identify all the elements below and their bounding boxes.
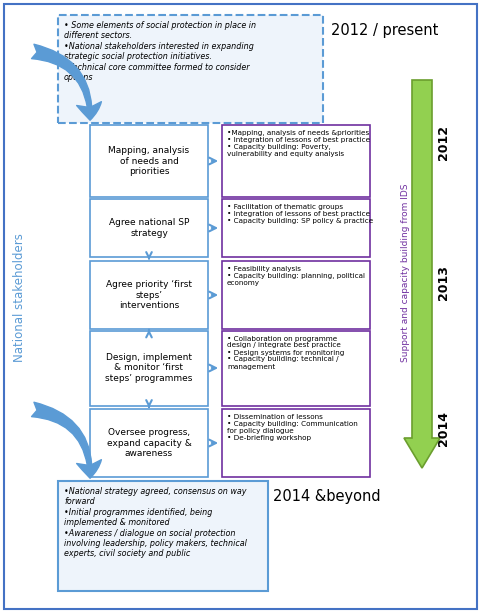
Text: • Feasibility analysis
• Capacity building: planning, political
economy: • Feasibility analysis • Capacity buildi…	[227, 266, 364, 286]
Text: Agree national SP
strategy: Agree national SP strategy	[108, 218, 189, 238]
Bar	[90, 409, 207, 477]
Text: 2014: 2014	[437, 411, 450, 446]
Text: Design, implement
& monitor ‘first
steps’ programmes: Design, implement & monitor ‘first steps…	[105, 353, 192, 383]
Bar	[90, 199, 207, 257]
Text: • Facilitation of thematic groups
• Integration of lessons of best practice
• Ca: • Facilitation of thematic groups • Inte…	[227, 204, 372, 224]
Bar	[222, 199, 369, 257]
Polygon shape	[403, 80, 439, 468]
Text: • Some elements of social protection in place in
different sectors.
•National st: • Some elements of social protection in …	[64, 21, 255, 82]
Text: National stakeholders: National stakeholders	[13, 234, 26, 362]
Text: 2012 / present: 2012 / present	[330, 23, 437, 38]
Text: 2013: 2013	[437, 265, 450, 300]
Bar	[90, 125, 207, 197]
Text: Support and capacity building from IDS: Support and capacity building from IDS	[401, 184, 409, 362]
Bar	[222, 409, 369, 477]
Bar	[90, 330, 207, 406]
Bar	[90, 261, 207, 329]
Text: Mapping, analysis
of needs and
priorities: Mapping, analysis of needs and prioritie…	[108, 146, 189, 176]
Text: •National strategy agreed, consensus on way
forward
•Initial programmes identifi: •National strategy agreed, consensus on …	[64, 487, 246, 558]
Bar	[222, 330, 369, 406]
Bar	[58, 481, 267, 591]
Text: 2014 &beyond: 2014 &beyond	[273, 489, 380, 504]
Bar	[222, 125, 369, 197]
Text: 2012: 2012	[437, 126, 450, 161]
Text: • Dissemination of lessons
• Capacity building: Communication
for policy dialogu: • Dissemination of lessons • Capacity bu…	[227, 414, 357, 441]
Text: • Collaboration on programme
design / integrate best practice
• Design systems f: • Collaboration on programme design / in…	[227, 335, 344, 370]
Text: •Mapping, analysis of needs &priorities
• Integration of lessons of best practic: •Mapping, analysis of needs &priorities …	[227, 130, 369, 157]
Text: Oversee progress,
expand capacity &
awareness: Oversee progress, expand capacity & awar…	[107, 428, 191, 458]
Bar	[58, 15, 323, 123]
Text: Agree priority ‘first
steps’
interventions: Agree priority ‘first steps’ interventio…	[106, 280, 192, 310]
Bar	[222, 261, 369, 329]
